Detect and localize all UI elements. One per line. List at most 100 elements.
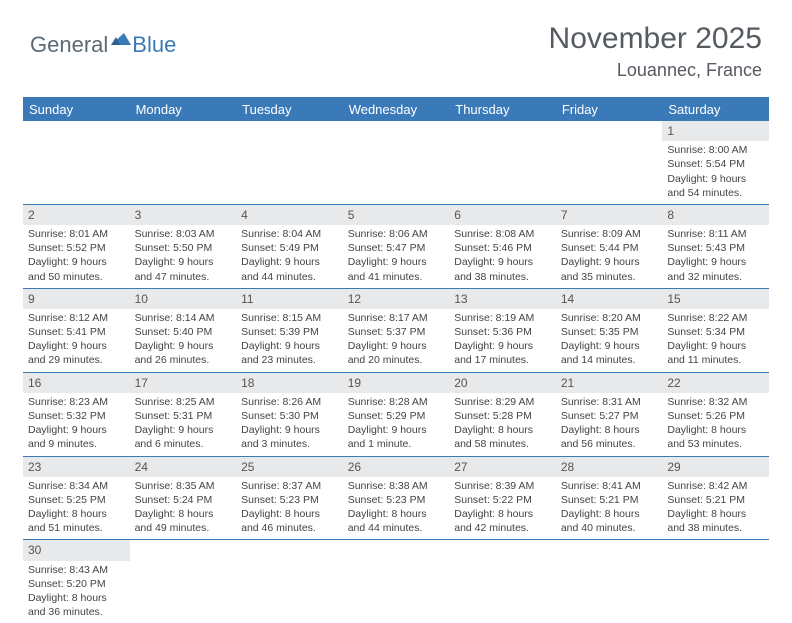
- calendar-week-row: 30Sunrise: 8:43 AMSunset: 5:20 PMDayligh…: [23, 540, 769, 623]
- day-detail-line: Sunrise: 8:19 AM: [454, 311, 551, 325]
- weekday-header: Friday: [556, 97, 663, 121]
- day-detail-line: Sunrise: 8:17 AM: [348, 311, 445, 325]
- day-detail-line: Sunset: 5:28 PM: [454, 409, 551, 423]
- day-detail-line: Daylight: 9 hours: [241, 255, 338, 269]
- day-detail-line: Daylight: 8 hours: [135, 507, 232, 521]
- day-detail-line: Sunrise: 8:42 AM: [667, 479, 764, 493]
- day-detail-line: Sunset: 5:37 PM: [348, 325, 445, 339]
- weekday-header: Wednesday: [343, 97, 450, 121]
- day-detail-line: Sunrise: 8:41 AM: [561, 479, 658, 493]
- calendar-day-cell: 2Sunrise: 8:01 AMSunset: 5:52 PMDaylight…: [23, 204, 130, 288]
- day-number: 7: [556, 205, 663, 225]
- page-title: November 2025: [549, 22, 762, 56]
- calendar-day-cell: 27Sunrise: 8:39 AMSunset: 5:22 PMDayligh…: [449, 456, 556, 540]
- day-detail-line: Daylight: 9 hours: [561, 339, 658, 353]
- day-detail-line: and 44 minutes.: [241, 270, 338, 284]
- day-detail-line: Sunrise: 8:12 AM: [28, 311, 125, 325]
- calendar-day-cell: 15Sunrise: 8:22 AMSunset: 5:34 PMDayligh…: [662, 288, 769, 372]
- calendar-day-cell: 28Sunrise: 8:41 AMSunset: 5:21 PMDayligh…: [556, 456, 663, 540]
- day-detail-line: Sunset: 5:27 PM: [561, 409, 658, 423]
- day-number: 23: [23, 457, 130, 477]
- day-detail-line: and 9 minutes.: [28, 437, 125, 451]
- calendar-day-cell: 3Sunrise: 8:03 AMSunset: 5:50 PMDaylight…: [130, 204, 237, 288]
- day-number: 12: [343, 289, 450, 309]
- day-number: 20: [449, 373, 556, 393]
- calendar-day-cell: 30Sunrise: 8:43 AMSunset: 5:20 PMDayligh…: [23, 540, 130, 623]
- day-number: 14: [556, 289, 663, 309]
- day-detail-line: Sunset: 5:29 PM: [348, 409, 445, 423]
- day-detail-line: Daylight: 8 hours: [28, 591, 125, 605]
- day-detail-line: Daylight: 9 hours: [241, 423, 338, 437]
- calendar-day-cell: 17Sunrise: 8:25 AMSunset: 5:31 PMDayligh…: [130, 372, 237, 456]
- day-detail-line: and 35 minutes.: [561, 270, 658, 284]
- calendar-day-cell: [23, 121, 130, 204]
- day-detail-line: Daylight: 8 hours: [28, 507, 125, 521]
- day-detail-line: and 3 minutes.: [241, 437, 338, 451]
- day-detail-line: and 38 minutes.: [454, 270, 551, 284]
- day-detail-line: Sunset: 5:35 PM: [561, 325, 658, 339]
- calendar-day-cell: 25Sunrise: 8:37 AMSunset: 5:23 PMDayligh…: [236, 456, 343, 540]
- day-detail-line: Sunrise: 8:39 AM: [454, 479, 551, 493]
- calendar-day-cell: [236, 121, 343, 204]
- calendar-day-cell: 1Sunrise: 8:00 AMSunset: 5:54 PMDaylight…: [662, 121, 769, 204]
- day-detail-line: Daylight: 9 hours: [135, 339, 232, 353]
- day-detail-line: and 41 minutes.: [348, 270, 445, 284]
- day-number: 10: [130, 289, 237, 309]
- day-detail-line: Sunrise: 8:04 AM: [241, 227, 338, 241]
- calendar-day-cell: 18Sunrise: 8:26 AMSunset: 5:30 PMDayligh…: [236, 372, 343, 456]
- day-detail-line: and 42 minutes.: [454, 521, 551, 535]
- day-detail-line: and 44 minutes.: [348, 521, 445, 535]
- calendar-week-row: 2Sunrise: 8:01 AMSunset: 5:52 PMDaylight…: [23, 204, 769, 288]
- day-detail-line: Sunset: 5:32 PM: [28, 409, 125, 423]
- day-detail-line: Daylight: 9 hours: [454, 339, 551, 353]
- calendar-day-cell: 19Sunrise: 8:28 AMSunset: 5:29 PMDayligh…: [343, 372, 450, 456]
- calendar-day-cell: [343, 121, 450, 204]
- day-detail-line: Sunrise: 8:26 AM: [241, 395, 338, 409]
- flag-icon: [110, 30, 132, 53]
- day-detail-line: and 17 minutes.: [454, 353, 551, 367]
- day-detail-line: Daylight: 9 hours: [28, 423, 125, 437]
- calendar-day-cell: 16 Sunrise: 8:23 AMSunset: 5:32 PMDayligh…: [23, 372, 130, 456]
- calendar-day-cell: 26Sunrise: 8:38 AMSunset: 5:23 PMDayligh…: [343, 456, 450, 540]
- calendar-day-cell: 8Sunrise: 8:11 AMSunset: 5:43 PMDaylight…: [662, 204, 769, 288]
- day-detail-line: Daylight: 8 hours: [454, 507, 551, 521]
- day-detail-line: Daylight: 9 hours: [348, 423, 445, 437]
- day-detail-line: Sunrise: 8:23 AM: [28, 395, 125, 409]
- day-detail-line: and 46 minutes.: [241, 521, 338, 535]
- calendar-day-cell: [449, 121, 556, 204]
- day-number: 29: [662, 457, 769, 477]
- day-number: 16: [23, 373, 130, 393]
- calendar-day-cell: 21Sunrise: 8:31 AMSunset: 5:27 PMDayligh…: [556, 372, 663, 456]
- day-detail-line: Daylight: 8 hours: [241, 507, 338, 521]
- day-detail-line: Sunrise: 8:08 AM: [454, 227, 551, 241]
- day-number: 30: [23, 540, 130, 560]
- day-detail-line: Sunrise: 8:00 AM: [667, 143, 764, 157]
- day-detail-line: Sunset: 5:41 PM: [28, 325, 125, 339]
- day-detail-line: Sunset: 5:39 PM: [241, 325, 338, 339]
- day-detail-line: and 54 minutes.: [667, 186, 764, 200]
- weekday-header-row: Sunday Monday Tuesday Wednesday Thursday…: [23, 97, 769, 121]
- day-detail-line: and 53 minutes.: [667, 437, 764, 451]
- day-detail-line: Daylight: 9 hours: [28, 255, 125, 269]
- calendar-week-row: 9Sunrise: 8:12 AMSunset: 5:41 PMDaylight…: [23, 288, 769, 372]
- day-detail-line: and 49 minutes.: [135, 521, 232, 535]
- day-detail-line: Sunrise: 8:38 AM: [348, 479, 445, 493]
- day-detail-line: and 26 minutes.: [135, 353, 232, 367]
- weekday-header: Tuesday: [236, 97, 343, 121]
- day-detail-line: Sunrise: 8:01 AM: [28, 227, 125, 241]
- day-number: 1: [662, 121, 769, 141]
- calendar-table: Sunday Monday Tuesday Wednesday Thursday…: [23, 97, 769, 623]
- day-detail-line: and 56 minutes.: [561, 437, 658, 451]
- day-number: 17: [130, 373, 237, 393]
- day-detail-line: and 51 minutes.: [28, 521, 125, 535]
- day-detail-line: Sunrise: 8:37 AM: [241, 479, 338, 493]
- day-detail-line: Sunrise: 8:28 AM: [348, 395, 445, 409]
- day-detail-line: and 1 minute.: [348, 437, 445, 451]
- day-detail-line: Sunrise: 8:22 AM: [667, 311, 764, 325]
- day-detail-line: Sunset: 5:49 PM: [241, 241, 338, 255]
- day-detail-line: Sunset: 5:47 PM: [348, 241, 445, 255]
- calendar-day-cell: 10Sunrise: 8:14 AMSunset: 5:40 PMDayligh…: [130, 288, 237, 372]
- day-detail-line: and 50 minutes.: [28, 270, 125, 284]
- day-detail-line: Sunrise: 8:34 AM: [28, 479, 125, 493]
- day-detail-line: Sunset: 5:50 PM: [135, 241, 232, 255]
